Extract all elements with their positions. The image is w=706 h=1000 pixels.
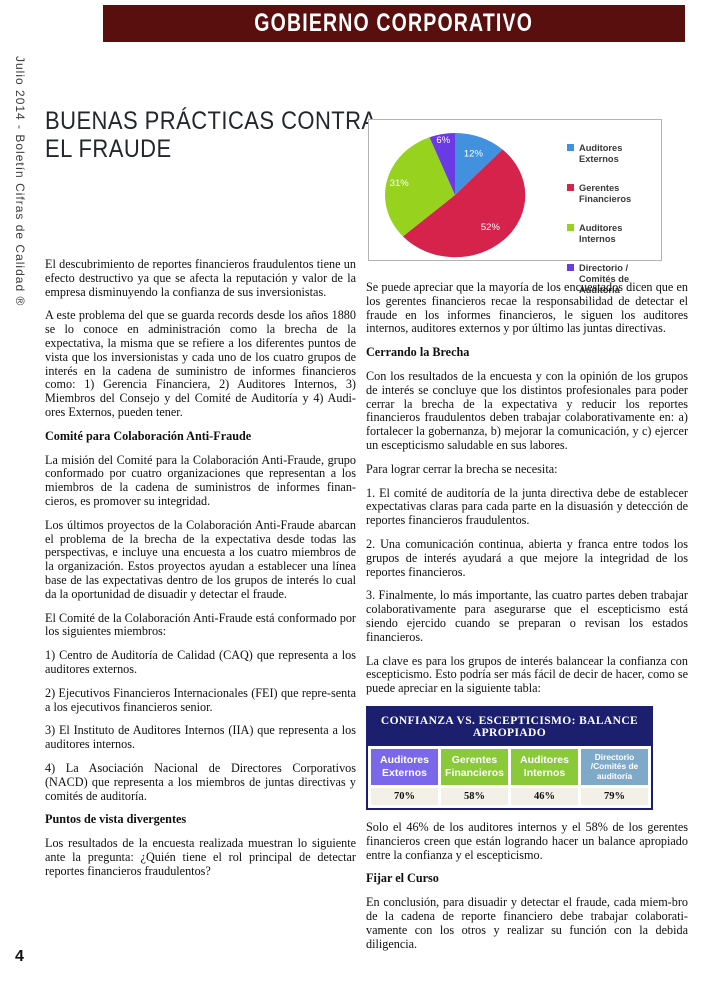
text-block: Comité para Colaboración Anti-Fraude [45, 428, 252, 443]
text-block: 2) Ejecutivos Financieros Internacionale… [45, 685, 356, 714]
text-block: Puntos de vista divergentes [45, 812, 187, 827]
table-value-cell: 46% [511, 787, 578, 805]
chart-legend: Auditores Externos Gerentes Financieros … [567, 143, 660, 296]
legend-item: Auditores Internos [567, 223, 660, 245]
pie-slice-label: 12% [464, 148, 484, 159]
text-block: 4) La Asociación Nacional de Directores … [45, 760, 356, 803]
confidence-table-columns: Auditores Externos 70% Gerentes Financie… [368, 746, 651, 808]
right-column: Se puede apreciar que la mayoría de los … [366, 280, 688, 961]
legend-label: Gerentes Financieros [579, 183, 632, 204]
article-title: BUENAS PRÁCTICAS CONTRA EL FRAUDE [45, 107, 397, 163]
text-block: El descubrimiento de reportes financiero… [45, 257, 356, 299]
legend-item: Directorio / Comités de Auditoría [567, 263, 660, 296]
pie-slice-label: 31% [390, 178, 410, 189]
legend-label: Auditores Internos [579, 223, 623, 244]
sidebar-edition-label: Julio 2014 - Boletín Cifras de Calidad ® [13, 56, 27, 307]
article-title-line2: EL FRAUDE [45, 135, 172, 163]
text-block: El Comité de la Colaboración Anti-Fraude… [45, 610, 356, 639]
right-column-top: Se puede apreciar que la mayoría de los … [366, 280, 688, 696]
legend-swatch [567, 224, 574, 231]
text-block: 2. Una comunicación continua, abierta y … [366, 536, 688, 579]
confidence-table-title: CONFIANZA VS. ESCEPTICISMO: BALANCE APRO… [368, 707, 651, 746]
pie-chart: 12% 52% 31% 6% [385, 133, 526, 258]
pie-slice [385, 137, 455, 237]
pie-slice-label: 6% [436, 135, 450, 146]
text-block: La clave es para los grupos de interés b… [366, 653, 688, 696]
table-column: Directorio /Comités de auditoría 79% [581, 748, 648, 805]
legend-item: Auditores Externos [567, 143, 660, 165]
masthead-banner: GOBIERNO CORPORATIVO [103, 5, 685, 42]
text-block: 3. Finalmente, lo más importante, las cu… [366, 588, 688, 644]
text-block: 3) El Instituto de Auditores Internos (I… [45, 723, 356, 752]
text-block: Se puede apreciar que la mayoría de los … [366, 280, 688, 336]
text-block: Con los resultados de la encuesta y con … [366, 368, 688, 452]
text-block: Fijar el Curso [366, 871, 439, 886]
page-number: 4 [15, 948, 24, 965]
legend-item: Gerentes Financieros [567, 183, 660, 205]
table-value-cell: 79% [581, 787, 648, 805]
table-column-header: Directorio /Comités de auditoría [581, 748, 648, 785]
pie-slice [402, 149, 526, 258]
table-column-header: Gerentes Financieros [441, 748, 508, 785]
pie-slice-label: 52% [481, 222, 501, 233]
text-block: 1) Centro de Auditoría de Calidad (CAQ) … [45, 648, 356, 676]
table-value-cell: 58% [441, 787, 508, 805]
text-block: Para lograr cerrar la brecha se necesita… [366, 461, 558, 476]
left-column: El descubrimiento de reportes financiero… [45, 257, 356, 888]
text-block: Los resultados de la encuesta realizada … [45, 836, 356, 878]
pie-slice [429, 133, 455, 195]
table-column: Auditores Externos 70% [371, 748, 438, 805]
right-column-bottom: Solo el 46% de los auditores internos y … [366, 819, 688, 951]
article-title-line1: BUENAS PRÁCTICAS CONTRA [45, 107, 377, 135]
table-column-header: Auditores Externos [371, 748, 438, 785]
pie-chart-frame: 12% 52% 31% 6% Auditores Externos Gerentes … [368, 119, 662, 295]
text-block: 1. El comité de auditoría de la junta di… [366, 485, 688, 528]
text-block: En conclusión, para disuadir y detectar … [366, 895, 688, 951]
confidence-table: CONFIANZA VS. ESCEPTICISMO: BALANCE APRO… [366, 705, 653, 810]
table-column: Auditores Internos 46% [511, 748, 578, 805]
legend-label: Directorio / Comités de Auditoría [579, 263, 630, 295]
table-value-cell: 70% [371, 787, 438, 805]
text-block: La misión del Comité para la Colaboració… [45, 452, 356, 508]
masthead-banner-title: GOBIERNO CORPORATIVO [254, 9, 534, 37]
text-block: A este problema del que se guarda record… [45, 308, 356, 419]
legend-label: Auditores Externos [579, 143, 623, 164]
pie-slice [455, 133, 503, 195]
table-column: Gerentes Financieros 58% [441, 748, 508, 805]
text-block: Cerrando la Brecha [366, 345, 470, 360]
text-block: Los últimos proyectos de la Colaboración… [45, 517, 356, 601]
table-column-header: Auditores Internos [511, 748, 578, 785]
legend-swatch [567, 144, 574, 151]
legend-swatch [567, 264, 574, 271]
text-block: Solo el 46% de los auditores internos y … [366, 819, 688, 862]
legend-swatch [567, 184, 574, 191]
